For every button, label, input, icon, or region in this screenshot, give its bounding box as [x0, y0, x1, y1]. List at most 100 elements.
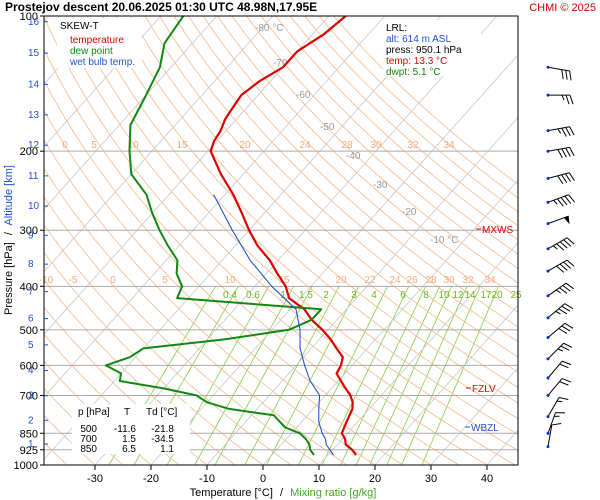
- isotherm-label: -60: [296, 90, 311, 101]
- wind-barb: [546, 397, 569, 419]
- mixing-ratio-label: 2: [323, 290, 329, 301]
- mxws-label: MXWS: [482, 225, 513, 236]
- altitude-tick-label: 8: [28, 259, 34, 270]
- level-table: p [hPa] T Td [°C] 500 -11.6 -21.8 700 1.…: [72, 404, 190, 455]
- isotherm: [262, 179, 518, 465]
- altitude-tick-label: 16: [28, 17, 40, 28]
- x-tick-label: -30: [87, 473, 103, 485]
- legend-wet-bulb: wet bulb temp.: [69, 57, 135, 68]
- isotherm-label: -50: [320, 122, 335, 133]
- x-tick-label: 20: [369, 473, 381, 485]
- lrl-dwpt: dwpt: 5.1 °C: [386, 67, 441, 78]
- table-col-td: Td [°C]: [146, 407, 177, 418]
- dry-adiabat-label: 34: [443, 140, 455, 151]
- mixing-ratio-line: [386, 286, 468, 465]
- dry-adiabat: [115, 16, 518, 404]
- x-axis-label: Temperature [°C]: [190, 487, 273, 499]
- lrl-alt: alt: 614 m ASL: [386, 34, 451, 45]
- table-col-p: p [hPa]: [78, 407, 110, 418]
- mixing-ratio-line: [266, 286, 360, 465]
- lrl-box: LRL: alt: 614 m ASL press: 950.1 hPa tem…: [383, 20, 481, 78]
- wind-barb: [546, 194, 575, 207]
- isotherms: [44, 16, 600, 465]
- dry-adiabat-label: 5: [91, 140, 97, 151]
- lrl-title: LRL:: [386, 23, 407, 34]
- mixing-ratio-line: [194, 286, 295, 465]
- mixing-ratio-line: [244, 286, 340, 465]
- isotherm-label: -70: [273, 58, 288, 69]
- y-tick-label: 850: [20, 428, 38, 440]
- altitude-tick-label: 14: [28, 79, 40, 90]
- altitude-tick-label: 6: [28, 314, 34, 325]
- isotherm: [318, 242, 518, 465]
- table-cell: 1.1: [160, 444, 174, 455]
- isotherm: [374, 304, 518, 465]
- altitude-tick-label: 15: [28, 48, 40, 59]
- wbzl-label: WBZL: [471, 423, 499, 434]
- mixing-ratio-label: 10: [438, 290, 450, 301]
- dry-adiabat-label: 20: [335, 275, 347, 286]
- altitude-tick-label: 5: [28, 340, 34, 351]
- altitude-tick-label: 11: [28, 171, 39, 182]
- table-cell: 6.5: [122, 444, 136, 455]
- wind-barb: [546, 126, 575, 137]
- isotherm: [150, 54, 518, 465]
- y-tick-label: 925: [20, 445, 38, 457]
- dry-adiabat: [159, 16, 518, 358]
- lrl-temp: temp: 13.3 °C: [386, 56, 447, 67]
- table-cell: -11.6: [114, 424, 136, 435]
- legend: SKEW-T temperature dew point wet bulb te…: [57, 18, 142, 68]
- dry-adiabat-label: 15: [176, 140, 188, 151]
- y-axis-title: Pressure [hPa] / Altitude [km]: [3, 165, 15, 315]
- isotherm-label: -40: [346, 151, 361, 162]
- dry-adiabat-label: 32: [462, 275, 474, 286]
- x-tick-label: -20: [143, 473, 159, 485]
- dry-adiabat-label: 26: [406, 275, 418, 286]
- dry-adiabat: [144, 16, 518, 373]
- x-tick-label: 10: [313, 473, 325, 485]
- dry-adiabat-label: 32: [407, 140, 419, 151]
- dry-adiabat: [260, 16, 518, 255]
- axis-ticks: -30 -20 -10 0 10 20 30 401002003004005006007008…: [14, 11, 494, 485]
- mixing-ratio-line: [355, 286, 440, 465]
- table-cell: 500: [80, 424, 97, 435]
- y-tick-label: 300: [20, 225, 38, 237]
- dry-adiabat: [289, 16, 518, 227]
- dry-adiabat-label: 28: [341, 140, 353, 151]
- dry-adiabat-label: 30: [370, 140, 382, 151]
- dry-adiabat: [101, 16, 518, 420]
- dry-adiabat: [130, 16, 518, 388]
- dry-adiabat-label: 0: [62, 140, 68, 151]
- dry-adiabat-label: -5: [69, 275, 78, 286]
- y-tick-label: 700: [20, 390, 38, 402]
- dry-adiabat: [318, 16, 518, 199]
- dry-adiabat-label: 0: [110, 275, 116, 286]
- legend-title: SKEW-T: [60, 21, 99, 32]
- isotherm-label: -30: [373, 180, 388, 191]
- wind-barb: [546, 423, 562, 449]
- table-cell: 1.5: [122, 434, 136, 445]
- dry-adiabat: [275, 16, 518, 241]
- dry-adiabat-label: 24: [389, 275, 401, 286]
- profile-lines: [104, 16, 357, 456]
- table-cell: 850: [80, 444, 97, 455]
- wind-barb: [546, 303, 574, 320]
- mixing-ratio-label: 3: [351, 290, 357, 301]
- x-tick-label: 40: [481, 473, 493, 485]
- mixing-ratio-line: [214, 286, 313, 465]
- isotherm: [44, 16, 162, 148]
- altitude-tick-label: 4: [28, 366, 34, 377]
- y-tick-label: 600: [20, 360, 38, 372]
- wind-barb: [546, 237, 575, 251]
- mixing-ratio-label: 0.4: [223, 290, 237, 301]
- altitude-tick-label: 12: [28, 140, 40, 151]
- wind-barbs: [546, 65, 575, 449]
- isotherm-label: -20: [402, 207, 417, 218]
- wind-barb: [546, 172, 575, 185]
- wind-barb: [546, 322, 574, 339]
- isotherm: [206, 116, 518, 465]
- dry-adiabat: [217, 16, 518, 298]
- isotherm: [543, 16, 600, 465]
- dry-adiabat: [202, 16, 518, 313]
- dry-adiabat-label: 10: [127, 140, 139, 151]
